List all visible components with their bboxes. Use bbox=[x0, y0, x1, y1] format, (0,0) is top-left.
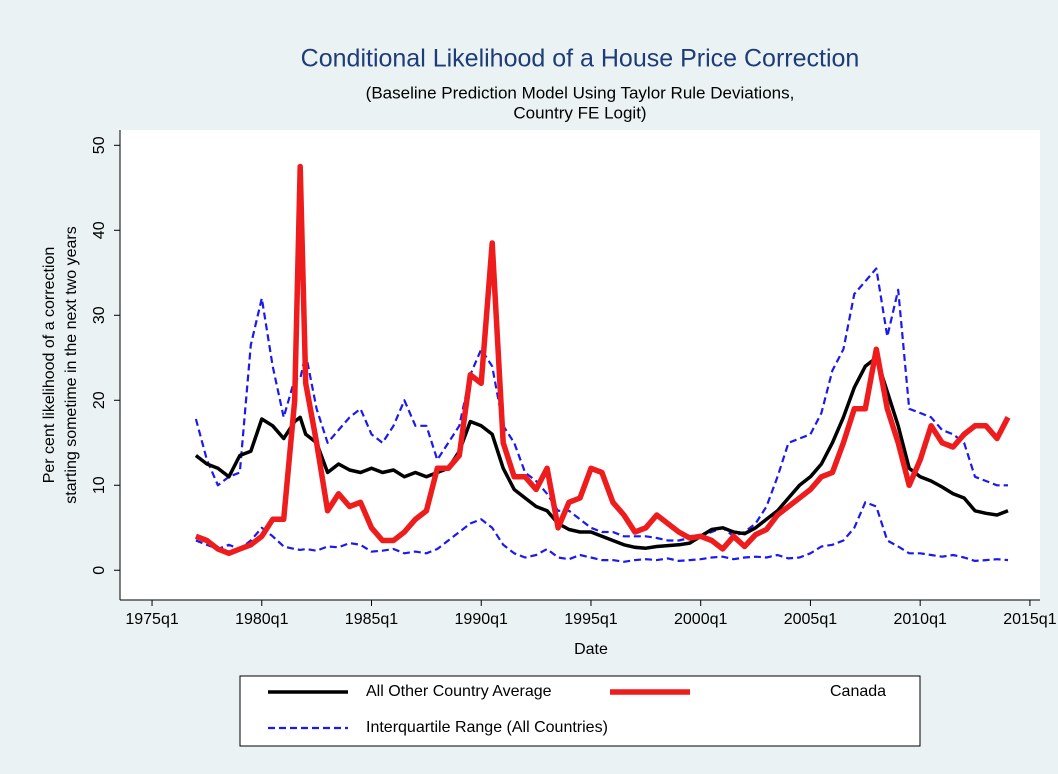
y-tick-label: 0 bbox=[91, 566, 108, 575]
x-tick-label: 1975q1 bbox=[125, 611, 178, 628]
legend-label: All Other Country Average bbox=[366, 683, 552, 700]
series-line bbox=[195, 501, 1009, 563]
series-line bbox=[194, 163, 1011, 557]
x-tick-label: 2005q1 bbox=[784, 611, 837, 628]
chart-subtitle: Country FE Logit) bbox=[513, 103, 646, 122]
x-tick-label: 2015q1 bbox=[1003, 611, 1056, 628]
y-tick-label: 30 bbox=[91, 306, 108, 324]
legend-label: Interquartile Range (All Countries) bbox=[366, 719, 608, 736]
x-axis-title: Date bbox=[574, 641, 608, 658]
x-tick-label: 1980q1 bbox=[235, 611, 288, 628]
x-tick-label: 2000q1 bbox=[674, 611, 727, 628]
series-line bbox=[194, 267, 1008, 542]
y-tick-label: 10 bbox=[91, 476, 108, 494]
x-tick-label: 1995q1 bbox=[564, 611, 617, 628]
chart-title: Conditional Likelihood of a House Price … bbox=[301, 45, 860, 73]
y-tick-label: 20 bbox=[91, 391, 108, 409]
plot-area bbox=[120, 130, 1040, 600]
y-axis-title: Per cent likelihood of a correction bbox=[41, 247, 58, 484]
y-axis-title: starting sometime in the next two years bbox=[63, 226, 80, 503]
y-tick-label: 40 bbox=[91, 221, 108, 239]
y-tick-label: 50 bbox=[91, 136, 108, 154]
x-tick-label: 2010q1 bbox=[893, 611, 946, 628]
legend-label: Canada bbox=[830, 683, 886, 700]
legend bbox=[239, 675, 921, 747]
x-tick-label: 1990q1 bbox=[455, 611, 508, 628]
series-line bbox=[194, 356, 1009, 550]
chart-subtitle: (Baseline Prediction Model Using Taylor … bbox=[366, 83, 795, 102]
x-tick-label: 1985q1 bbox=[345, 611, 398, 628]
